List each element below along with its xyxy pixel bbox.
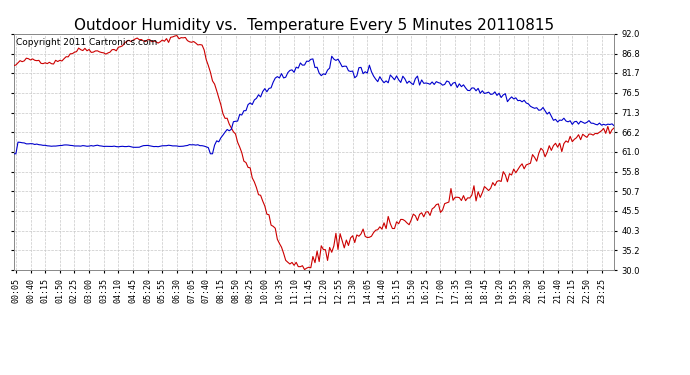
- Title: Outdoor Humidity vs.  Temperature Every 5 Minutes 20110815: Outdoor Humidity vs. Temperature Every 5…: [74, 18, 554, 33]
- Text: Copyright 2011 Cartronics.com: Copyright 2011 Cartronics.com: [16, 39, 157, 48]
